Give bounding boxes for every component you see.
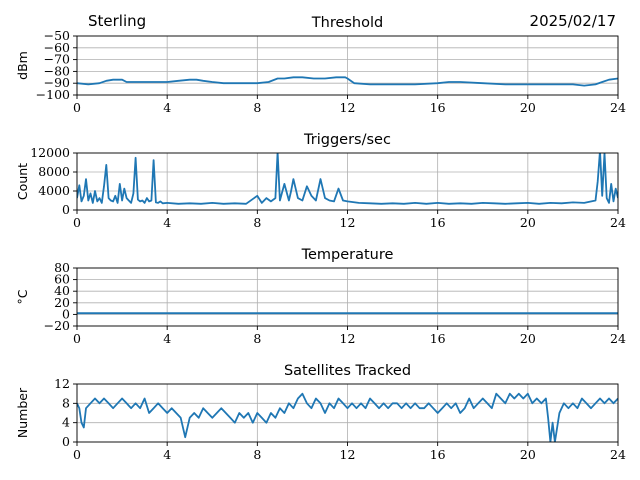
y-tick-label: 4 <box>62 415 70 430</box>
y-tick-label: 4000 <box>38 183 70 198</box>
station-name: Sterling <box>88 12 147 30</box>
series-line-1 <box>77 76 618 87</box>
report-date: 2025/02/17 <box>529 12 616 30</box>
x-tick-label: 4 <box>163 331 171 346</box>
y-tick-label: 8000 <box>38 164 70 179</box>
x-tick-label: 4 <box>163 447 171 462</box>
y-tick-label: −80 <box>44 63 70 78</box>
x-tick-label: 20 <box>520 331 536 346</box>
panel-title: Triggers/sec <box>303 132 391 148</box>
panel-4: 0 4 8 12 16 20 24 0 4 8 12 Satellites Tracked Number <box>15 363 626 462</box>
panel-title: Satellites Tracked <box>284 363 411 379</box>
y-axis-label: Number <box>15 387 30 438</box>
y-tick-label: −100 <box>36 87 70 102</box>
x-tick-label: 12 <box>340 447 356 462</box>
x-tick-label: 8 <box>253 215 261 230</box>
x-tick-label: 8 <box>253 331 261 346</box>
y-axis-label: °C <box>15 289 30 304</box>
y-tick-label: −70 <box>44 52 70 67</box>
x-tick-label: 8 <box>253 447 261 462</box>
y-axis-label: Count <box>15 163 30 200</box>
panel-1: 0 4 8 12 16 20 24 −100−90−80−70−60−50 Threshold d… <box>15 15 626 115</box>
y-axis-label: dBm <box>15 51 30 80</box>
x-tick-label: 24 <box>610 215 626 230</box>
x-tick-label: 8 <box>253 100 261 115</box>
x-tick-label: 24 <box>610 100 626 115</box>
x-tick-label: 24 <box>610 331 626 346</box>
y-tick-label: 12 <box>54 376 70 391</box>
x-tick-label: 4 <box>163 100 171 115</box>
y-tick-label: 8 <box>62 395 70 410</box>
panel-2: 0 4 8 12 16 20 24 0 4000 8000 12000 Triggers/sec Cou… <box>15 132 626 230</box>
x-tick-label: 20 <box>520 447 536 462</box>
y-tick-label: 0 <box>62 202 70 217</box>
y-tick-label: −60 <box>44 40 70 55</box>
x-tick-label: 20 <box>520 100 536 115</box>
x-tick-label: 16 <box>430 331 446 346</box>
x-tick-label: 0 <box>73 331 81 346</box>
x-tick-label: 20 <box>520 215 536 230</box>
panel-title: Threshold <box>311 15 383 31</box>
x-tick-label: 12 <box>340 331 356 346</box>
x-tick-label: 4 <box>163 215 171 230</box>
y-tick-label: 12000 <box>30 145 70 160</box>
y-tick-label: 0 <box>62 306 70 321</box>
y-tick-label: 0 <box>62 434 70 449</box>
x-tick-label: 0 <box>73 100 81 115</box>
x-tick-label: 12 <box>340 215 356 230</box>
y-tick-label: −90 <box>44 75 70 90</box>
x-tick-label: 16 <box>430 100 446 115</box>
x-tick-label: 0 <box>73 447 81 462</box>
y-tick-label: 80 <box>54 260 70 275</box>
x-tick-label: 16 <box>430 215 446 230</box>
x-tick-label: 12 <box>340 100 356 115</box>
panel-title: Temperature <box>301 247 394 263</box>
y-tick-label: −50 <box>44 28 70 43</box>
series-line-1 <box>77 153 618 205</box>
y-tick-label: 20 <box>54 295 70 310</box>
y-tick-label: 40 <box>54 283 70 298</box>
x-tick-label: 0 <box>73 215 81 230</box>
x-tick-label: 24 <box>610 447 626 462</box>
series-line-1 <box>77 392 618 442</box>
x-tick-label: 16 <box>430 447 446 462</box>
y-tick-label: −20 <box>44 318 70 333</box>
y-tick-label: 60 <box>54 272 70 287</box>
